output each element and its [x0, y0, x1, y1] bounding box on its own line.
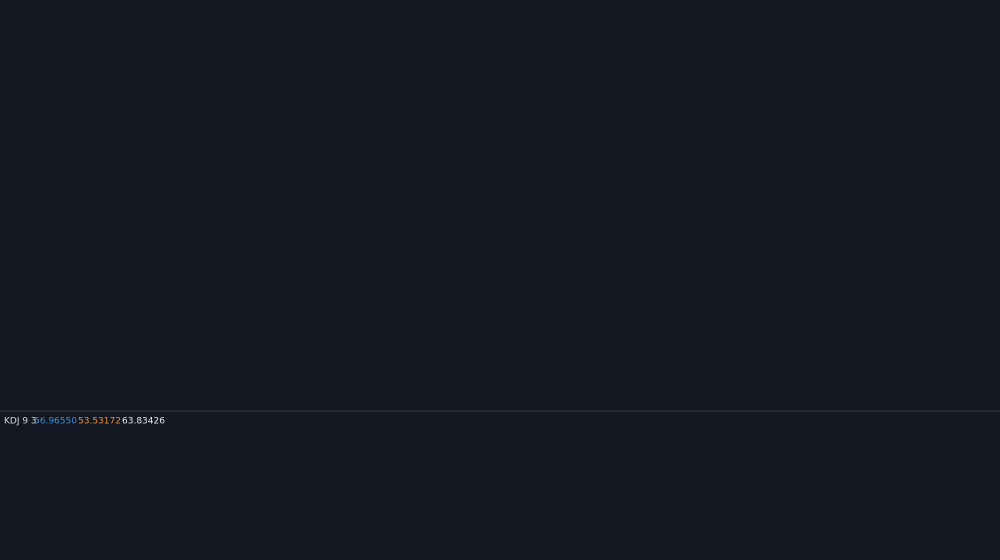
kdj-k-value: 56.96550	[34, 417, 77, 427]
time-axis	[0, 540, 1000, 560]
kdj-d-value: 53.53172	[78, 417, 121, 427]
kdj-title: KDJ 9 3	[4, 417, 37, 427]
kdj-j-value: 63.83426	[122, 417, 165, 427]
